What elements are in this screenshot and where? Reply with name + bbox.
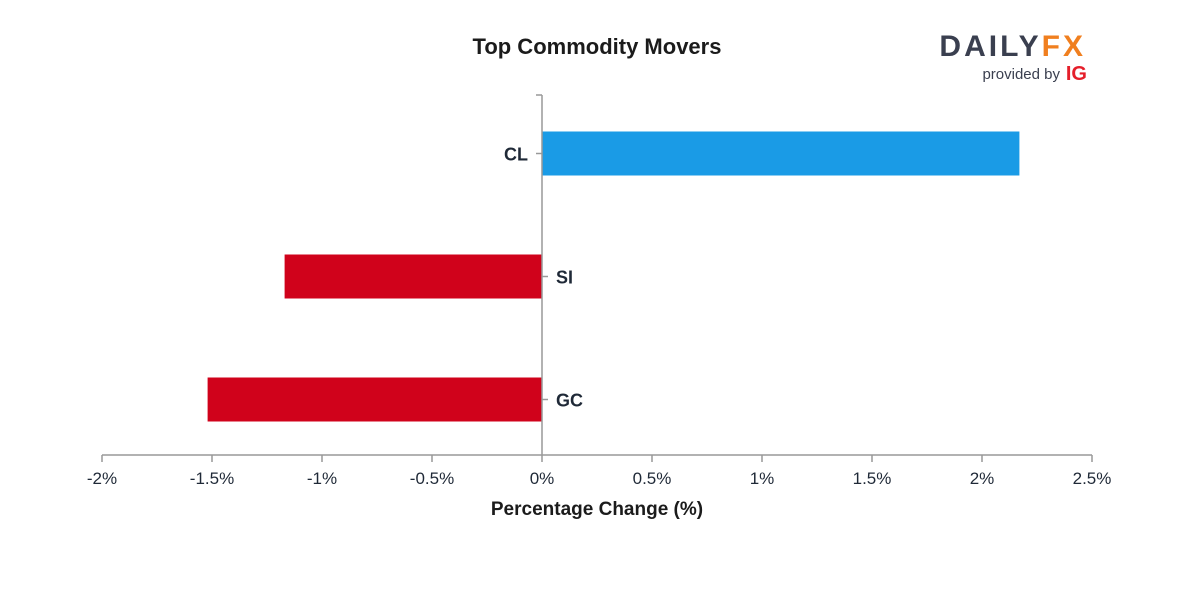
- x-tick-label: 1%: [750, 469, 775, 488]
- logo-brand-fx: FX: [1042, 30, 1086, 63]
- category-label-cl: CL: [504, 145, 528, 165]
- bars-group: [207, 131, 1020, 422]
- axes-group: [102, 94, 1092, 456]
- x-tick-label: 1.5%: [853, 469, 892, 488]
- x-tick-label: -1%: [307, 469, 337, 488]
- x-axis-title: Percentage Change (%): [491, 499, 703, 520]
- category-labels-group: CL SI GC: [504, 145, 583, 411]
- x-tick-label: -0.5%: [410, 469, 454, 488]
- logo-ig: IG: [1066, 63, 1087, 85]
- dailyfx-logo: DAILYFX provided by IG: [939, 30, 1087, 85]
- category-label-si: SI: [556, 268, 573, 288]
- bar-si: [284, 254, 542, 299]
- logo-wordmark: DAILYFX: [939, 30, 1086, 63]
- bar-cl: [542, 131, 1020, 176]
- x-tick-label: 0.5%: [633, 469, 672, 488]
- chart-title: Top Commodity Movers: [473, 34, 722, 59]
- bar-gc: [207, 377, 542, 422]
- x-ticks-group: -2% -1.5% -1% -0.5% 0% 0.5% 1% 1.5% 2% 2.5%: [87, 455, 1111, 488]
- x-tick-label: 0%: [530, 469, 555, 488]
- category-label-gc: GC: [556, 391, 583, 411]
- x-tick-label: -2%: [87, 469, 117, 488]
- logo-provided-by: provided by: [982, 66, 1060, 83]
- x-tick-label: 2%: [970, 469, 995, 488]
- x-tick-label: -1.5%: [190, 469, 234, 488]
- logo-brand-daily: DAILY: [939, 30, 1041, 63]
- x-tick-label: 2.5%: [1073, 469, 1112, 488]
